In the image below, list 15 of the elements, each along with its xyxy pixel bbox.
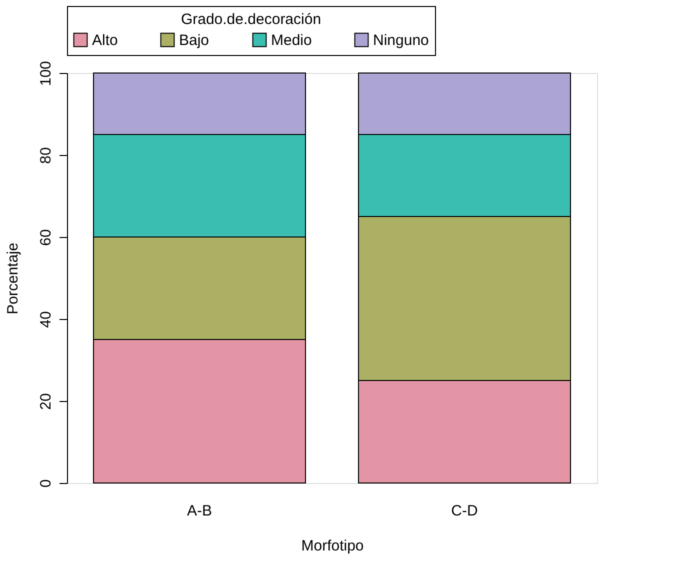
legend-label: Alto — [92, 32, 118, 49]
legend-title: Grado.de.decoración — [180, 11, 322, 28]
y-tick-label: 80 — [38, 147, 54, 164]
y-tick-label: 60 — [38, 229, 54, 246]
x-axis-title: Morfotipo — [301, 538, 364, 554]
y-tick-label: 0 — [38, 479, 54, 488]
y-tick-label: 40 — [38, 311, 54, 328]
y-tick-label: 100 — [38, 60, 54, 86]
legend-label: Ninguno — [373, 32, 429, 49]
x-tick-label: C-D — [451, 502, 478, 520]
legend-label: Bajo — [179, 32, 210, 49]
x-tick-label: A-B — [186, 502, 212, 520]
y-tick-label: 20 — [38, 393, 54, 410]
y-axis-title: Porcentaje — [4, 242, 22, 314]
legend-label: Medio — [271, 32, 312, 49]
